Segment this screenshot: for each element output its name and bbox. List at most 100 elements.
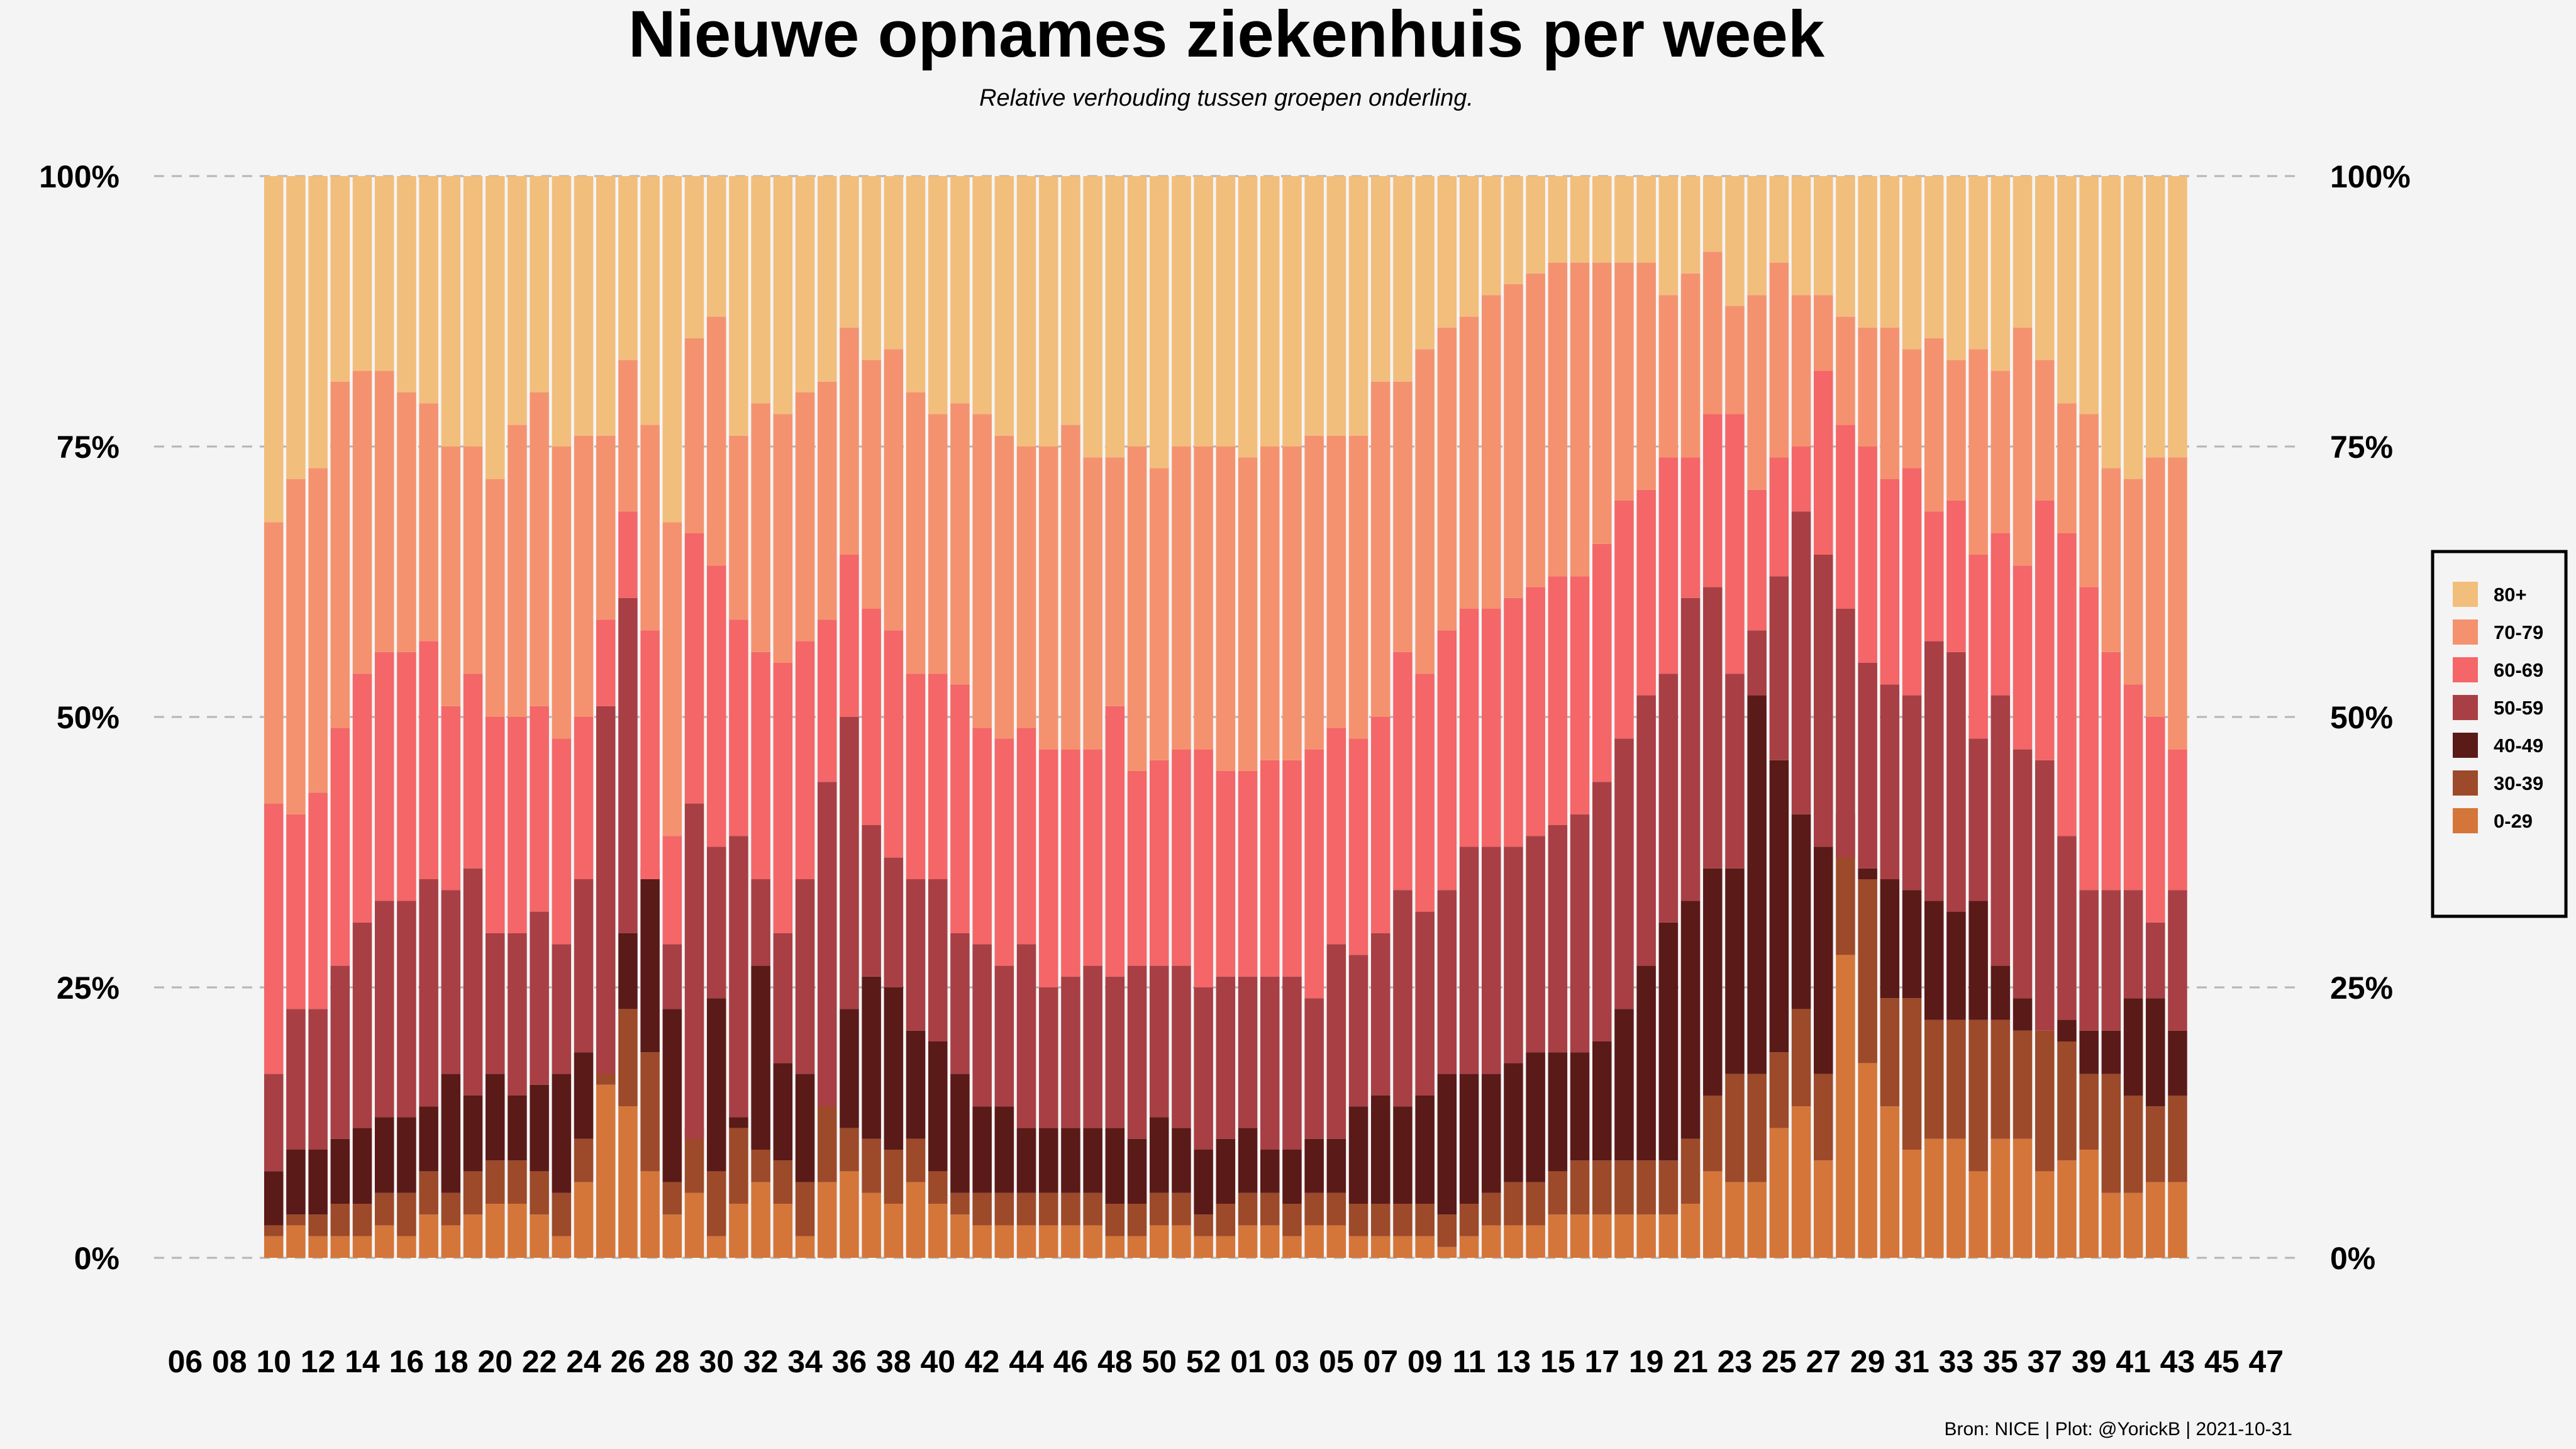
bar-segment-40-49	[1105, 1128, 1125, 1204]
bar-segment-40-49	[1415, 1096, 1435, 1204]
bar-segment-60-69	[1858, 447, 1877, 663]
bar-week-53	[1216, 176, 1236, 1258]
bar-week-18	[441, 176, 461, 1258]
bar-segment-40-49	[1636, 965, 1656, 1161]
bar-segment-40-49	[352, 1128, 372, 1204]
bar-segment-0-29	[530, 1214, 549, 1258]
bar-segment-50-59	[928, 879, 948, 1041]
bar-segment-60-69	[1348, 738, 1368, 955]
bar-segment-30-39	[1348, 1204, 1368, 1236]
y-tick-label-left: 75%	[57, 430, 119, 465]
bar-segment-40-49	[773, 1063, 793, 1161]
bar-segment-80+	[508, 176, 527, 425]
bar-segment-80+	[884, 176, 904, 350]
bar-segment-30-39	[1437, 1214, 1457, 1247]
bar-segment-60-69	[574, 717, 594, 879]
bar-segment-70-79	[884, 349, 904, 631]
bar-segment-70-79	[1216, 447, 1236, 771]
bar-segment-60-69	[906, 674, 926, 879]
bar-week-46	[1061, 176, 1080, 1258]
bar-segment-30-39	[1902, 998, 1922, 1150]
bar-segment-50-59	[1747, 630, 1767, 696]
bar-segment-80+	[486, 176, 505, 479]
bar-segment-0-29	[1016, 1225, 1036, 1258]
bar-segment-40-49	[1990, 965, 2011, 1020]
bar-segment-40-49	[1902, 890, 1922, 999]
bar-segment-30-39	[1680, 1138, 1701, 1204]
bar-segment-30-39	[2057, 1041, 2077, 1161]
bar-segment-0-29	[1348, 1236, 1368, 1258]
x-tick-label: 33	[1939, 1344, 1974, 1379]
bar-segment-70-79	[463, 447, 483, 674]
bar-segment-80+	[1260, 176, 1280, 447]
bar-segment-30-39	[1725, 1074, 1745, 1182]
bar-segment-70-79	[375, 370, 394, 652]
bar-segment-80+	[574, 176, 594, 436]
bar-segment-0-29	[1791, 1106, 1811, 1258]
bar-segment-50-59	[1548, 825, 1568, 1053]
bar-segment-50-59	[1858, 663, 1877, 869]
bar-segment-40-49	[1680, 901, 1701, 1139]
bar-segment-50-59	[286, 1009, 306, 1150]
bar-segment-30-39	[662, 1182, 682, 1215]
bar-segment-50-59	[994, 965, 1014, 1107]
bar-segment-60-69	[707, 565, 726, 847]
bar-segment-80+	[1968, 176, 1988, 350]
bar-segment-60-69	[1016, 728, 1036, 945]
bar-week-16	[397, 176, 416, 1258]
bar-segment-60-69	[2123, 684, 2143, 891]
bar-segment-50-59	[1658, 674, 1679, 923]
bar-segment-80+	[1836, 176, 1855, 317]
bar-week-38	[884, 176, 904, 1258]
bar-segment-30-39	[1393, 1204, 1413, 1236]
bar-segment-80+	[2057, 176, 2077, 404]
bar-segment-60-69	[1924, 511, 1944, 641]
x-tick-label: 28	[655, 1344, 690, 1379]
bar-segment-60-69	[928, 674, 948, 879]
bar-segment-40-49	[1083, 1128, 1102, 1193]
bar-segment-40-49	[950, 1074, 970, 1193]
bar-week-50	[1150, 176, 1169, 1258]
bar-segment-60-69	[1260, 760, 1280, 977]
x-tick-label: 21	[1673, 1344, 1708, 1379]
bar-segment-50-59	[729, 836, 748, 1118]
bar-segment-50-59	[1150, 965, 1169, 1118]
bar-segment-80+	[419, 176, 438, 404]
bar-segment-60-69	[1415, 674, 1435, 912]
bar-segment-60-69	[1791, 447, 1811, 512]
bar-segment-0-29	[1238, 1225, 1258, 1258]
bar-segment-50-59	[486, 933, 505, 1074]
bar-week-27	[640, 176, 660, 1258]
legend-label-40-49: 40-49	[2494, 735, 2543, 757]
bar-week-42	[2146, 176, 2165, 1258]
bar-segment-30-39	[486, 1160, 505, 1204]
bar-segment-70-79	[1459, 316, 1479, 609]
bar-segment-50-59	[906, 879, 926, 1031]
bar-segment-60-69	[994, 738, 1014, 966]
bar-segment-0-29	[1371, 1236, 1391, 1258]
bar-segment-60-69	[1636, 489, 1656, 696]
bar-segment-60-69	[2079, 587, 2099, 891]
bar-week-43	[2168, 176, 2187, 1258]
y-axis-left: 0% 25% 50% 75% 100%	[39, 159, 119, 1276]
bar-segment-0-29	[840, 1171, 859, 1258]
bar-segment-80+	[640, 176, 660, 425]
bar-segment-40-49	[1592, 1041, 1612, 1161]
bar-segment-40-49	[1348, 1106, 1368, 1204]
bar-segment-70-79	[1548, 262, 1568, 577]
bar-segment-70-79	[618, 360, 638, 512]
bar-segment-50-59	[795, 879, 815, 1074]
bar-segment-0-29	[486, 1204, 505, 1258]
bar-week-39	[2079, 176, 2099, 1258]
bar-segment-60-69	[662, 836, 682, 945]
bar-segment-50-59	[419, 879, 438, 1107]
x-tick-label: 36	[832, 1344, 867, 1379]
bar-segment-80+	[1415, 176, 1435, 350]
bar-segment-0-29	[1526, 1225, 1545, 1258]
bar-segment-0-29	[1592, 1214, 1612, 1258]
bar-week-12	[308, 176, 328, 1258]
bar-week-24	[574, 176, 594, 1258]
bar-segment-50-59	[1791, 511, 1811, 814]
bar-segment-80+	[1791, 176, 1811, 296]
bar-segment-30-39	[375, 1192, 394, 1226]
